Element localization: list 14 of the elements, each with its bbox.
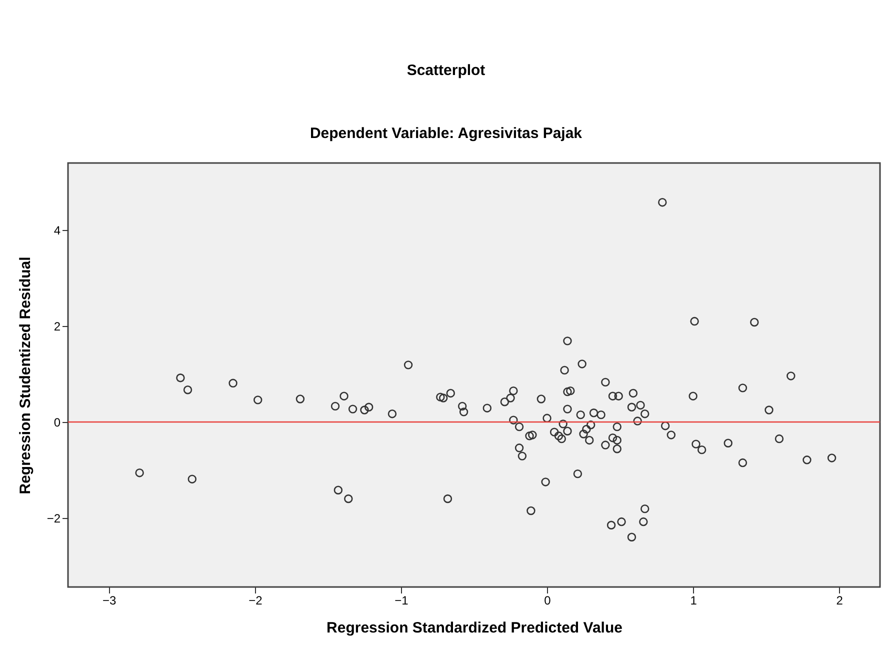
- y-axis-title: Regression Studentized Residual: [16, 256, 34, 494]
- x-tick-label: −3: [102, 594, 117, 608]
- x-tick-label: −1: [394, 594, 409, 608]
- x-tick-label: −2: [248, 594, 263, 608]
- x-axis-title: Regression Standardized Predicted Value: [326, 620, 622, 636]
- y-tick-label: −2: [46, 511, 61, 526]
- x-tick-label: 2: [836, 594, 844, 608]
- x-tick-label: 1: [690, 594, 698, 608]
- chart-subtitle: Dependent Variable: Agresivitas Pajak: [310, 125, 583, 142]
- y-tick-label: 4: [54, 224, 61, 238]
- y-tick-label: 0: [54, 416, 61, 430]
- y-tick-label: 2: [54, 320, 61, 334]
- chart-title: Scatterplot: [406, 62, 486, 79]
- x-tick-label: 0: [544, 594, 552, 608]
